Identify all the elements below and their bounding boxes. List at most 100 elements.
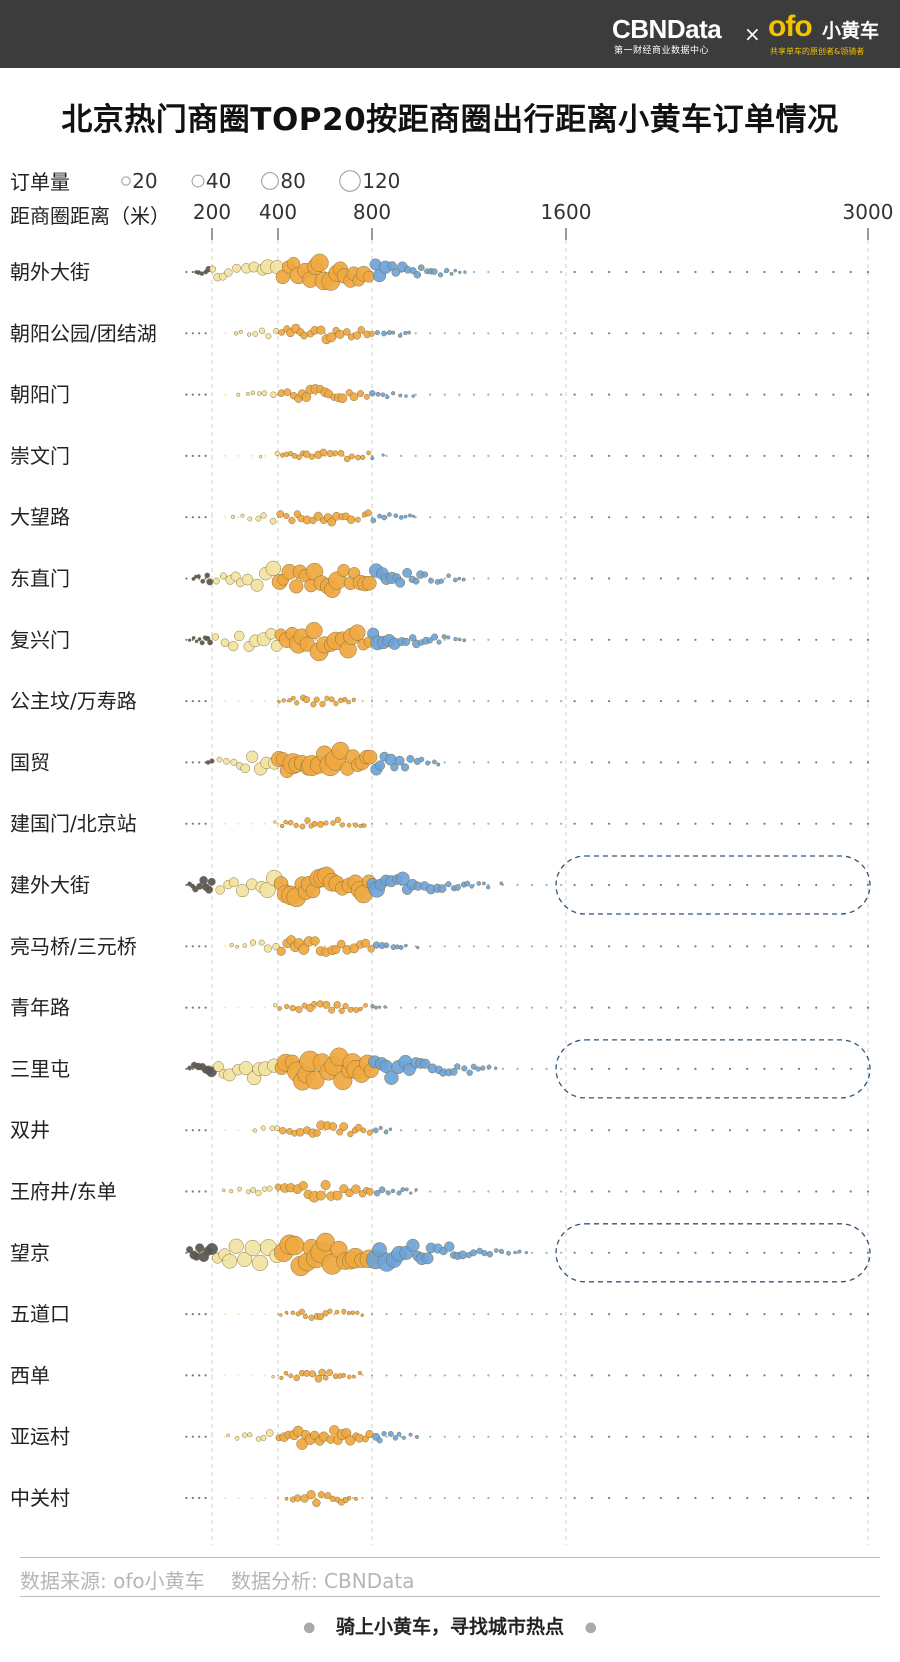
bubble — [366, 1129, 373, 1136]
trail-dot — [560, 516, 563, 519]
trail-dot — [191, 1313, 194, 1316]
bubble — [403, 330, 408, 336]
bubble — [200, 578, 206, 584]
bubble — [420, 1058, 431, 1069]
bubble — [393, 513, 399, 519]
bubble — [279, 1313, 283, 1317]
bubble — [319, 448, 328, 457]
bubble — [213, 1061, 224, 1072]
trail-dot — [573, 945, 576, 948]
trail-dot — [711, 1251, 714, 1254]
bubble — [449, 271, 454, 276]
bubble — [331, 945, 341, 955]
trail-dot — [866, 1129, 870, 1132]
trail-dot — [728, 1496, 732, 1500]
trail-dot — [191, 945, 194, 948]
bubble — [258, 327, 266, 334]
trail-dot — [210, 1190, 214, 1193]
district-label: 望京 — [10, 1241, 50, 1265]
bubble — [409, 634, 417, 642]
district-label: 复兴门 — [10, 628, 70, 652]
bubble — [413, 271, 422, 279]
trail-dot — [832, 1067, 835, 1070]
bubble — [524, 1250, 528, 1255]
trail-dot — [677, 516, 680, 519]
trail-dot — [400, 700, 403, 703]
trail-dot — [204, 332, 207, 335]
bubble — [457, 637, 462, 642]
trail-dot — [210, 700, 214, 703]
trail-dot — [866, 700, 870, 703]
bubble — [345, 1435, 356, 1446]
bubble — [365, 1430, 374, 1439]
trail-dot — [763, 516, 766, 519]
bubble — [290, 1310, 296, 1315]
trail-dot — [314, 1006, 317, 1009]
bubble — [207, 877, 216, 886]
trail-dot — [472, 1190, 475, 1193]
bubble — [430, 268, 438, 275]
bubble — [353, 1496, 358, 1501]
bubble — [241, 1432, 248, 1439]
trail-dot — [642, 454, 645, 457]
trail-dot — [501, 700, 505, 703]
trail-dot — [198, 1129, 201, 1132]
trail-dot — [429, 700, 432, 703]
bubble — [370, 1004, 375, 1009]
bubble — [436, 639, 442, 645]
trail-dot — [659, 1435, 663, 1438]
district-label: 双井 — [10, 1118, 50, 1142]
trail-dot — [815, 822, 818, 825]
bubble — [383, 1005, 387, 1009]
trail-dot — [866, 270, 870, 274]
bubble — [375, 391, 381, 397]
bubble — [470, 1063, 477, 1070]
bubble — [517, 1249, 522, 1254]
bubble — [464, 880, 471, 887]
trail-dot — [608, 270, 611, 274]
bubble — [402, 637, 411, 646]
trail-dot — [815, 1251, 818, 1254]
bubble — [493, 1066, 498, 1070]
trail-dot — [677, 638, 680, 641]
x-tick-label: 400 — [259, 200, 297, 224]
trail-dot — [849, 1374, 852, 1377]
bubble — [283, 513, 290, 519]
trail-dot — [608, 1067, 611, 1070]
trail-dot — [573, 393, 576, 396]
trail-dot — [711, 761, 714, 764]
trail-dot — [866, 393, 870, 396]
trail-dot — [728, 883, 732, 887]
bubble — [290, 695, 296, 701]
trail-dot — [711, 1313, 714, 1316]
trail-dot — [832, 1251, 835, 1254]
trail-dot — [694, 270, 697, 274]
trail-dot — [185, 332, 188, 335]
trail-dot — [677, 945, 680, 948]
district-label: 西单 — [10, 1363, 50, 1387]
trail-dot — [210, 393, 214, 396]
trail-dot — [763, 638, 766, 641]
chart-title: 北京热门商圈TOP20按距商圈出行距离小黄车订单情况 — [61, 102, 839, 138]
bubble — [349, 392, 359, 402]
trail-dot — [849, 883, 852, 887]
trail-dot — [659, 332, 663, 335]
trail-dot — [458, 1313, 461, 1316]
footer-divider-top — [20, 1557, 880, 1558]
trail-dot — [849, 1006, 852, 1009]
size-legend-value: 40 — [206, 169, 231, 193]
trail-dot — [728, 638, 732, 641]
bubble — [446, 573, 451, 579]
bubble — [244, 1239, 261, 1257]
trail-dot — [530, 454, 534, 457]
trail-dot — [224, 945, 227, 948]
bubble — [241, 573, 254, 586]
bubble — [252, 331, 259, 337]
trail-dot — [530, 1129, 534, 1132]
trail-dot — [237, 516, 240, 519]
trail-dot — [361, 1496, 364, 1500]
trail-dot — [866, 883, 870, 887]
trail-dot — [185, 1251, 188, 1254]
trail-dot — [780, 454, 783, 457]
trail-dot — [573, 1067, 576, 1070]
